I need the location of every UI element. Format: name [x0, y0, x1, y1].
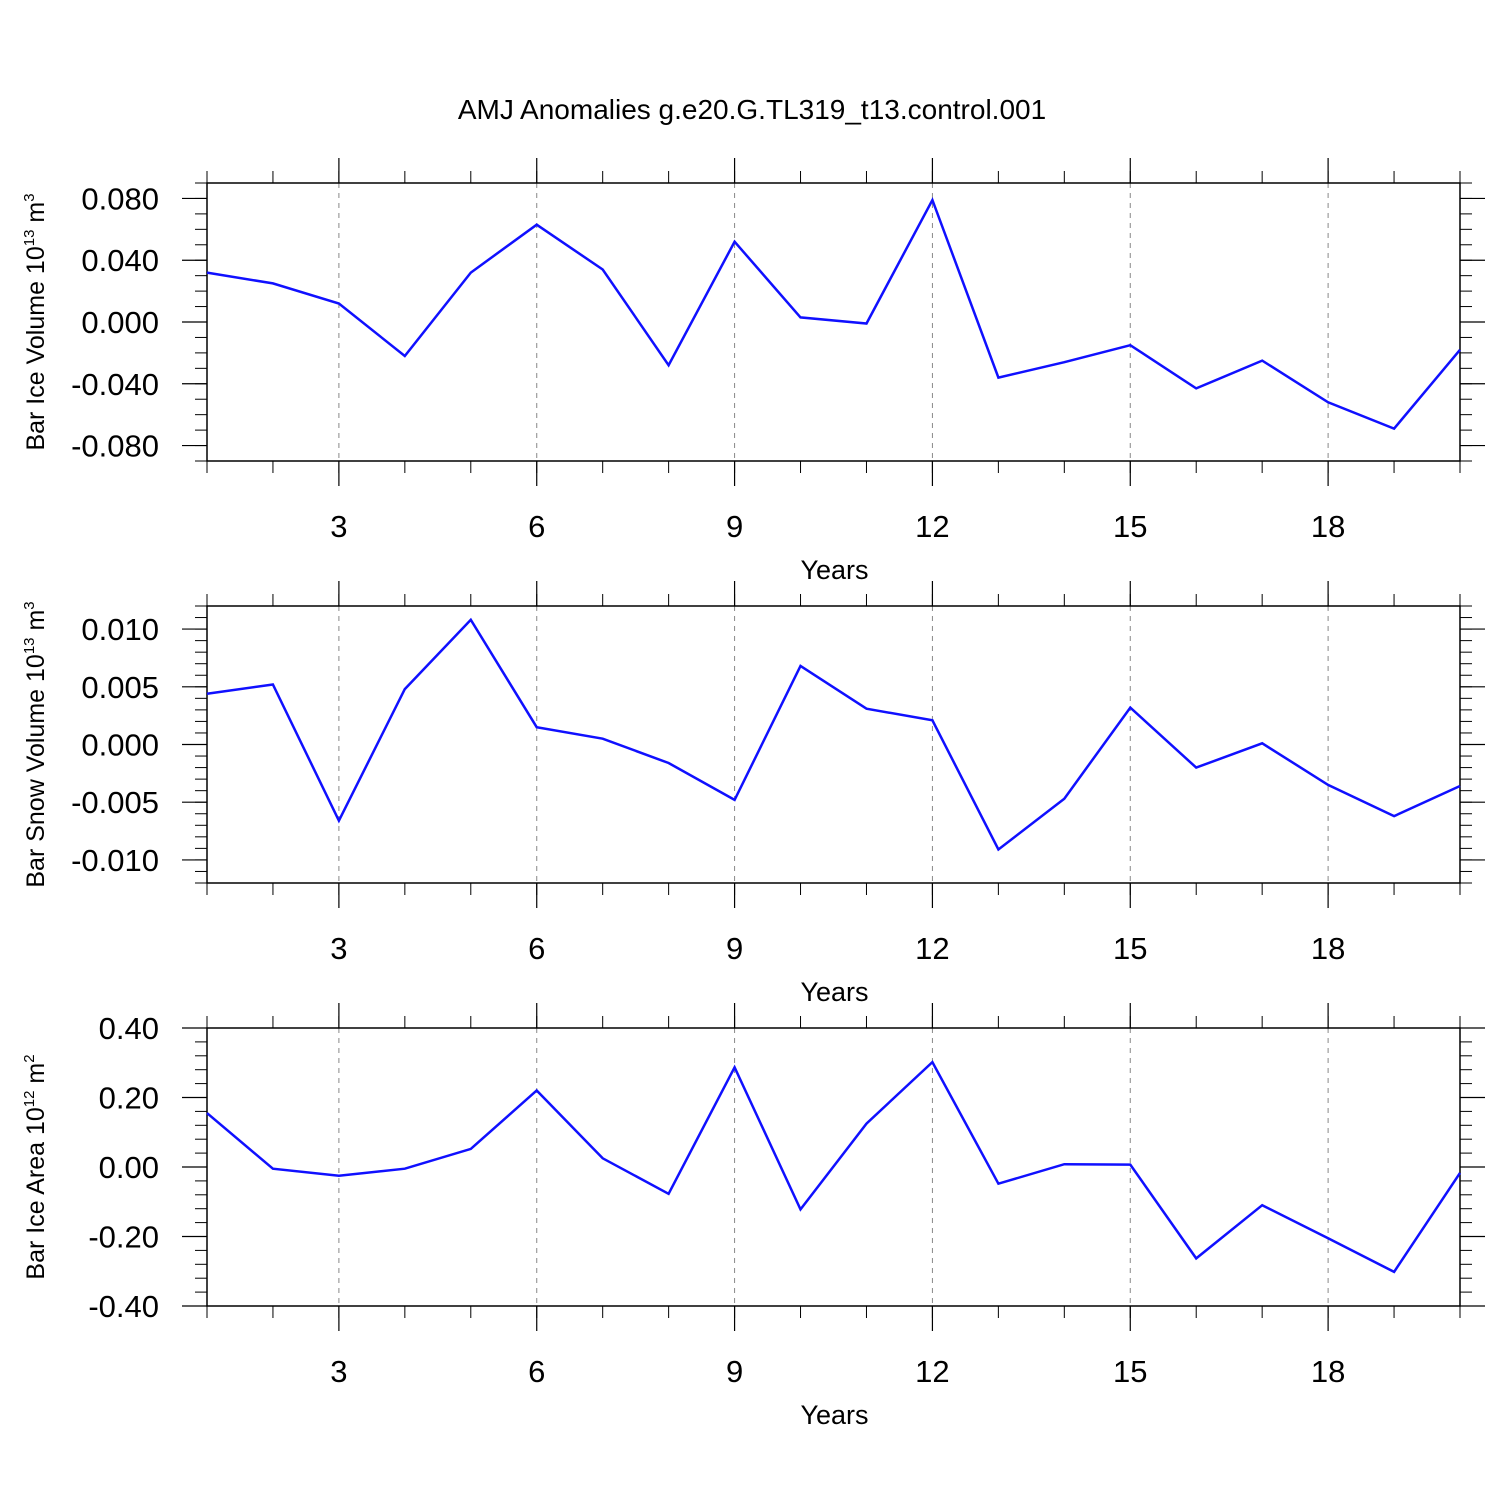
- y-tick-label: 0.010: [81, 612, 159, 647]
- x-tick-label: 6: [528, 1354, 545, 1389]
- x-tick-label: 6: [528, 509, 545, 544]
- y-tick-label: 0.005: [81, 670, 159, 705]
- x-tick-label: 9: [726, 509, 743, 544]
- y-tick-label: 0.00: [99, 1150, 159, 1185]
- y-tick-label: -0.040: [71, 367, 159, 402]
- x-tick-label: 3: [330, 509, 347, 544]
- series-line: [206, 617, 1461, 852]
- x-tick-label: 18: [1311, 509, 1345, 544]
- plot-frame: [206, 605, 1461, 884]
- y-axis-title: Bar Ice Area 1012 m2: [21, 1054, 50, 1279]
- x-tick-label: 3: [330, 1354, 347, 1389]
- x-tick-label: 15: [1113, 1354, 1147, 1389]
- panel-ice-volume: -0.080 -0.040 0.000 0.040 0.080 3 6 9 12 15 18 Year…: [21, 158, 1485, 585]
- panel-snow-volume: -0.010 -0.005 0.000 0.005 0.010 3 6 9 12 15 18 Year…: [21, 581, 1485, 1007]
- x-tick-label: 6: [528, 931, 545, 966]
- y-tick-label: 0.20: [99, 1081, 159, 1116]
- y-tick-label: -0.005: [71, 785, 159, 820]
- y-tick-label: 0.080: [81, 181, 159, 216]
- series-line: [206, 1060, 1462, 1274]
- x-axis-title: Years: [800, 1400, 868, 1430]
- y-axis-title: Bar Ice Volume 1013 m3: [21, 193, 50, 450]
- x-tick-label: 12: [915, 1354, 949, 1389]
- y-tick-label: -0.080: [71, 429, 159, 464]
- x-tick-label: 18: [1311, 931, 1345, 966]
- panel-ice-area: -0.40 -0.20 0.00 0.20 0.40 3 6 9 12 15 18 Years Bar …: [21, 1003, 1485, 1430]
- y-tick-label: 0.040: [81, 243, 159, 278]
- y-tick-label: 0.40: [99, 1011, 159, 1046]
- y-axis-title: Bar Snow Volume 1013 m3: [21, 601, 50, 887]
- y-tick-label: -0.20: [88, 1220, 159, 1255]
- y-tick-label: -0.40: [88, 1289, 159, 1324]
- y-tick-label: 0.000: [81, 728, 159, 763]
- x-tick-label: 12: [915, 509, 949, 544]
- chart-title: AMJ Anomalies g.e20.G.TL319_t13.control.…: [458, 94, 1046, 125]
- y-tick-label: 0.000: [81, 305, 159, 340]
- series-line: [206, 196, 1461, 431]
- x-tick-label: 15: [1113, 509, 1147, 544]
- x-tick-label: 15: [1113, 931, 1147, 966]
- x-tick-label: 12: [915, 931, 949, 966]
- x-tick-label: 3: [330, 931, 347, 966]
- x-tick-label: 9: [726, 1354, 743, 1389]
- plot-frame: [206, 182, 1461, 462]
- x-axis-title: Years: [800, 977, 868, 1007]
- x-tick-label: 18: [1311, 1354, 1345, 1389]
- y-tick-label: -0.010: [71, 843, 159, 878]
- x-axis-title: Years: [800, 555, 868, 585]
- x-tick-label: 9: [726, 931, 743, 966]
